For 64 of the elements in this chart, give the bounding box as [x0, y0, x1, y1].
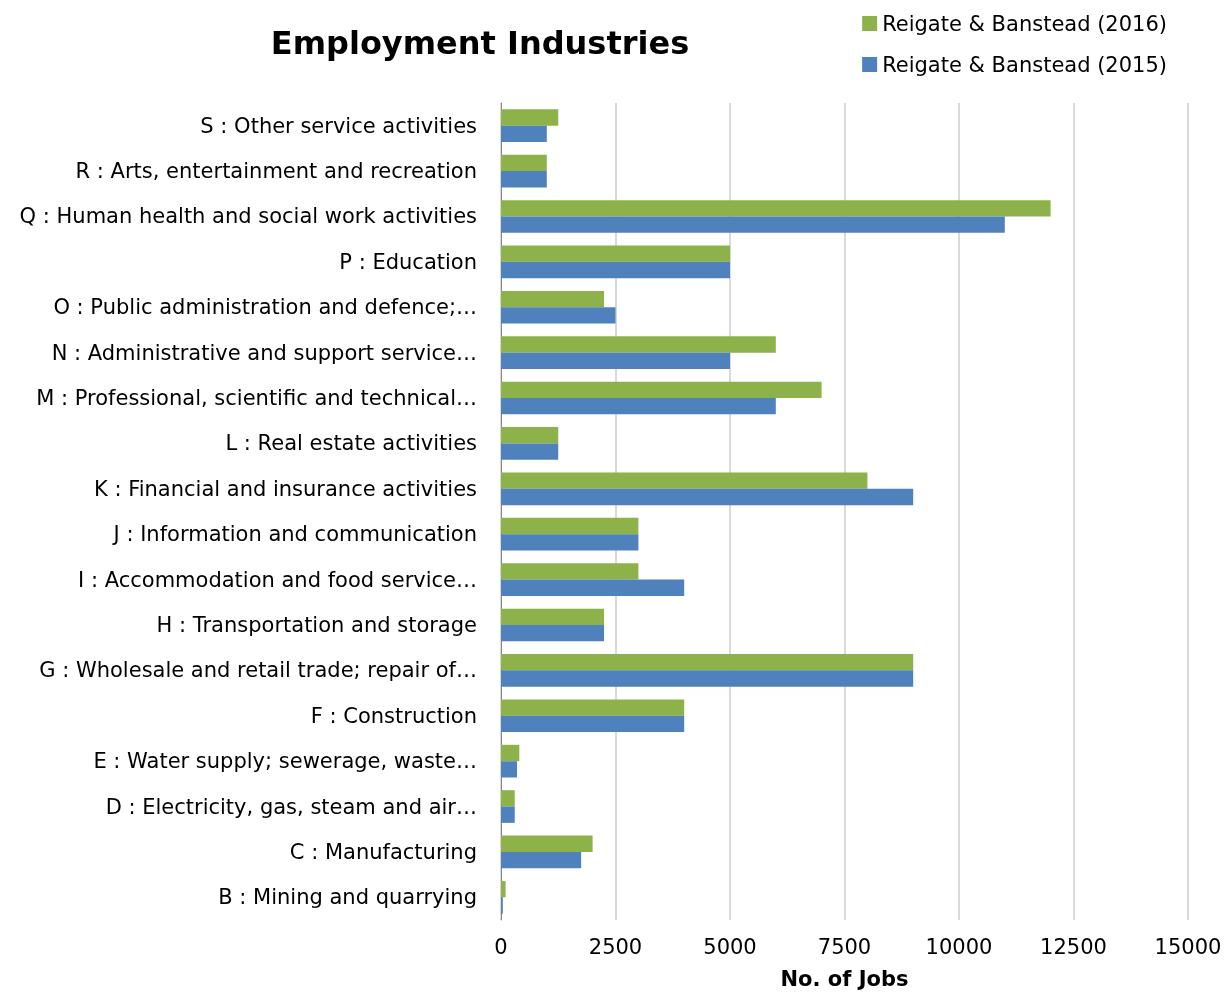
y-tick-label: K : Financial and insurance activities: [93, 476, 477, 501]
bar: [501, 171, 547, 188]
bar: [501, 154, 547, 172]
bar: [501, 200, 1051, 217]
bar: [501, 472, 868, 489]
y-tick-label: M : Professional, scientific and technical…: [36, 386, 477, 411]
bar: [501, 790, 515, 807]
bar: [501, 806, 515, 823]
bar: [501, 261, 730, 279]
bar: [501, 381, 822, 399]
y-tick-label: E : Water supply; sewerage, waste…: [93, 749, 477, 774]
bar: [501, 715, 685, 733]
y-tick-label: L : Real estate activities: [225, 431, 477, 456]
y-tick-label: J : Information and communication: [111, 522, 477, 547]
y-tick-label: F : Construction: [310, 703, 477, 728]
bar: [501, 699, 685, 716]
bar: [501, 398, 776, 415]
bar: [501, 352, 730, 369]
legend-label: Reigate & Banstead (2015): [882, 52, 1168, 77]
y-tick-label: P : Education: [339, 249, 477, 274]
bar: [501, 109, 559, 126]
y-tick-label: B : Mining and quarrying: [218, 885, 477, 910]
bar: [501, 534, 639, 551]
bar: [501, 654, 914, 671]
chart-title: Employment Industries: [270, 24, 690, 62]
y-tick-label: I : Accommodation and food service…: [78, 567, 477, 592]
y-tick-label: S : Other service activities: [200, 113, 477, 138]
y-tick-label: G : Wholesale and retail trade; repair of…: [39, 658, 477, 683]
bar: [501, 624, 605, 642]
bar: [501, 851, 582, 869]
bar: [501, 216, 1005, 233]
x-tick-label: 2500: [588, 934, 643, 959]
y-tick-label: D : Electricity, gas, steam and air…: [105, 794, 477, 819]
x-tick-label: 7500: [817, 934, 872, 959]
bar: [501, 245, 730, 262]
bar: [501, 880, 506, 898]
y-tick-label: Q : Human health and social work activities: [19, 204, 477, 229]
y-tick-label: N : Administrative and support service…: [51, 340, 477, 365]
bar: [501, 761, 518, 778]
y-tick-label: R : Arts, entertainment and recreation: [75, 159, 477, 184]
y-tick-label: C : Manufacturing: [289, 839, 477, 864]
bar: [501, 744, 520, 762]
y-tick-label: O : Public administration and defence;…: [53, 295, 477, 320]
bar: [501, 579, 685, 596]
x-tick-label: 5000: [703, 934, 757, 959]
x-tick-label: 12500: [1040, 934, 1107, 959]
y-tick-label: H : Transportation and storage: [156, 612, 477, 637]
bar: [501, 670, 914, 687]
bar: [501, 290, 605, 308]
bar: [501, 427, 559, 444]
bar: [501, 443, 559, 460]
bar: [501, 125, 547, 143]
bar: [501, 608, 605, 625]
x-tick-label: 15000: [1154, 934, 1222, 959]
bar: [501, 835, 593, 852]
x-axis-title: No. of Jobs: [780, 966, 909, 991]
bar: [501, 307, 616, 324]
bar: [501, 563, 639, 580]
bar: [501, 517, 639, 535]
x-tick-label: 0: [494, 934, 508, 959]
bar: [501, 336, 776, 353]
x-tick-label: 10000: [925, 934, 993, 959]
bar: [501, 488, 914, 506]
legend-label: Reigate & Banstead (2016): [882, 11, 1168, 36]
